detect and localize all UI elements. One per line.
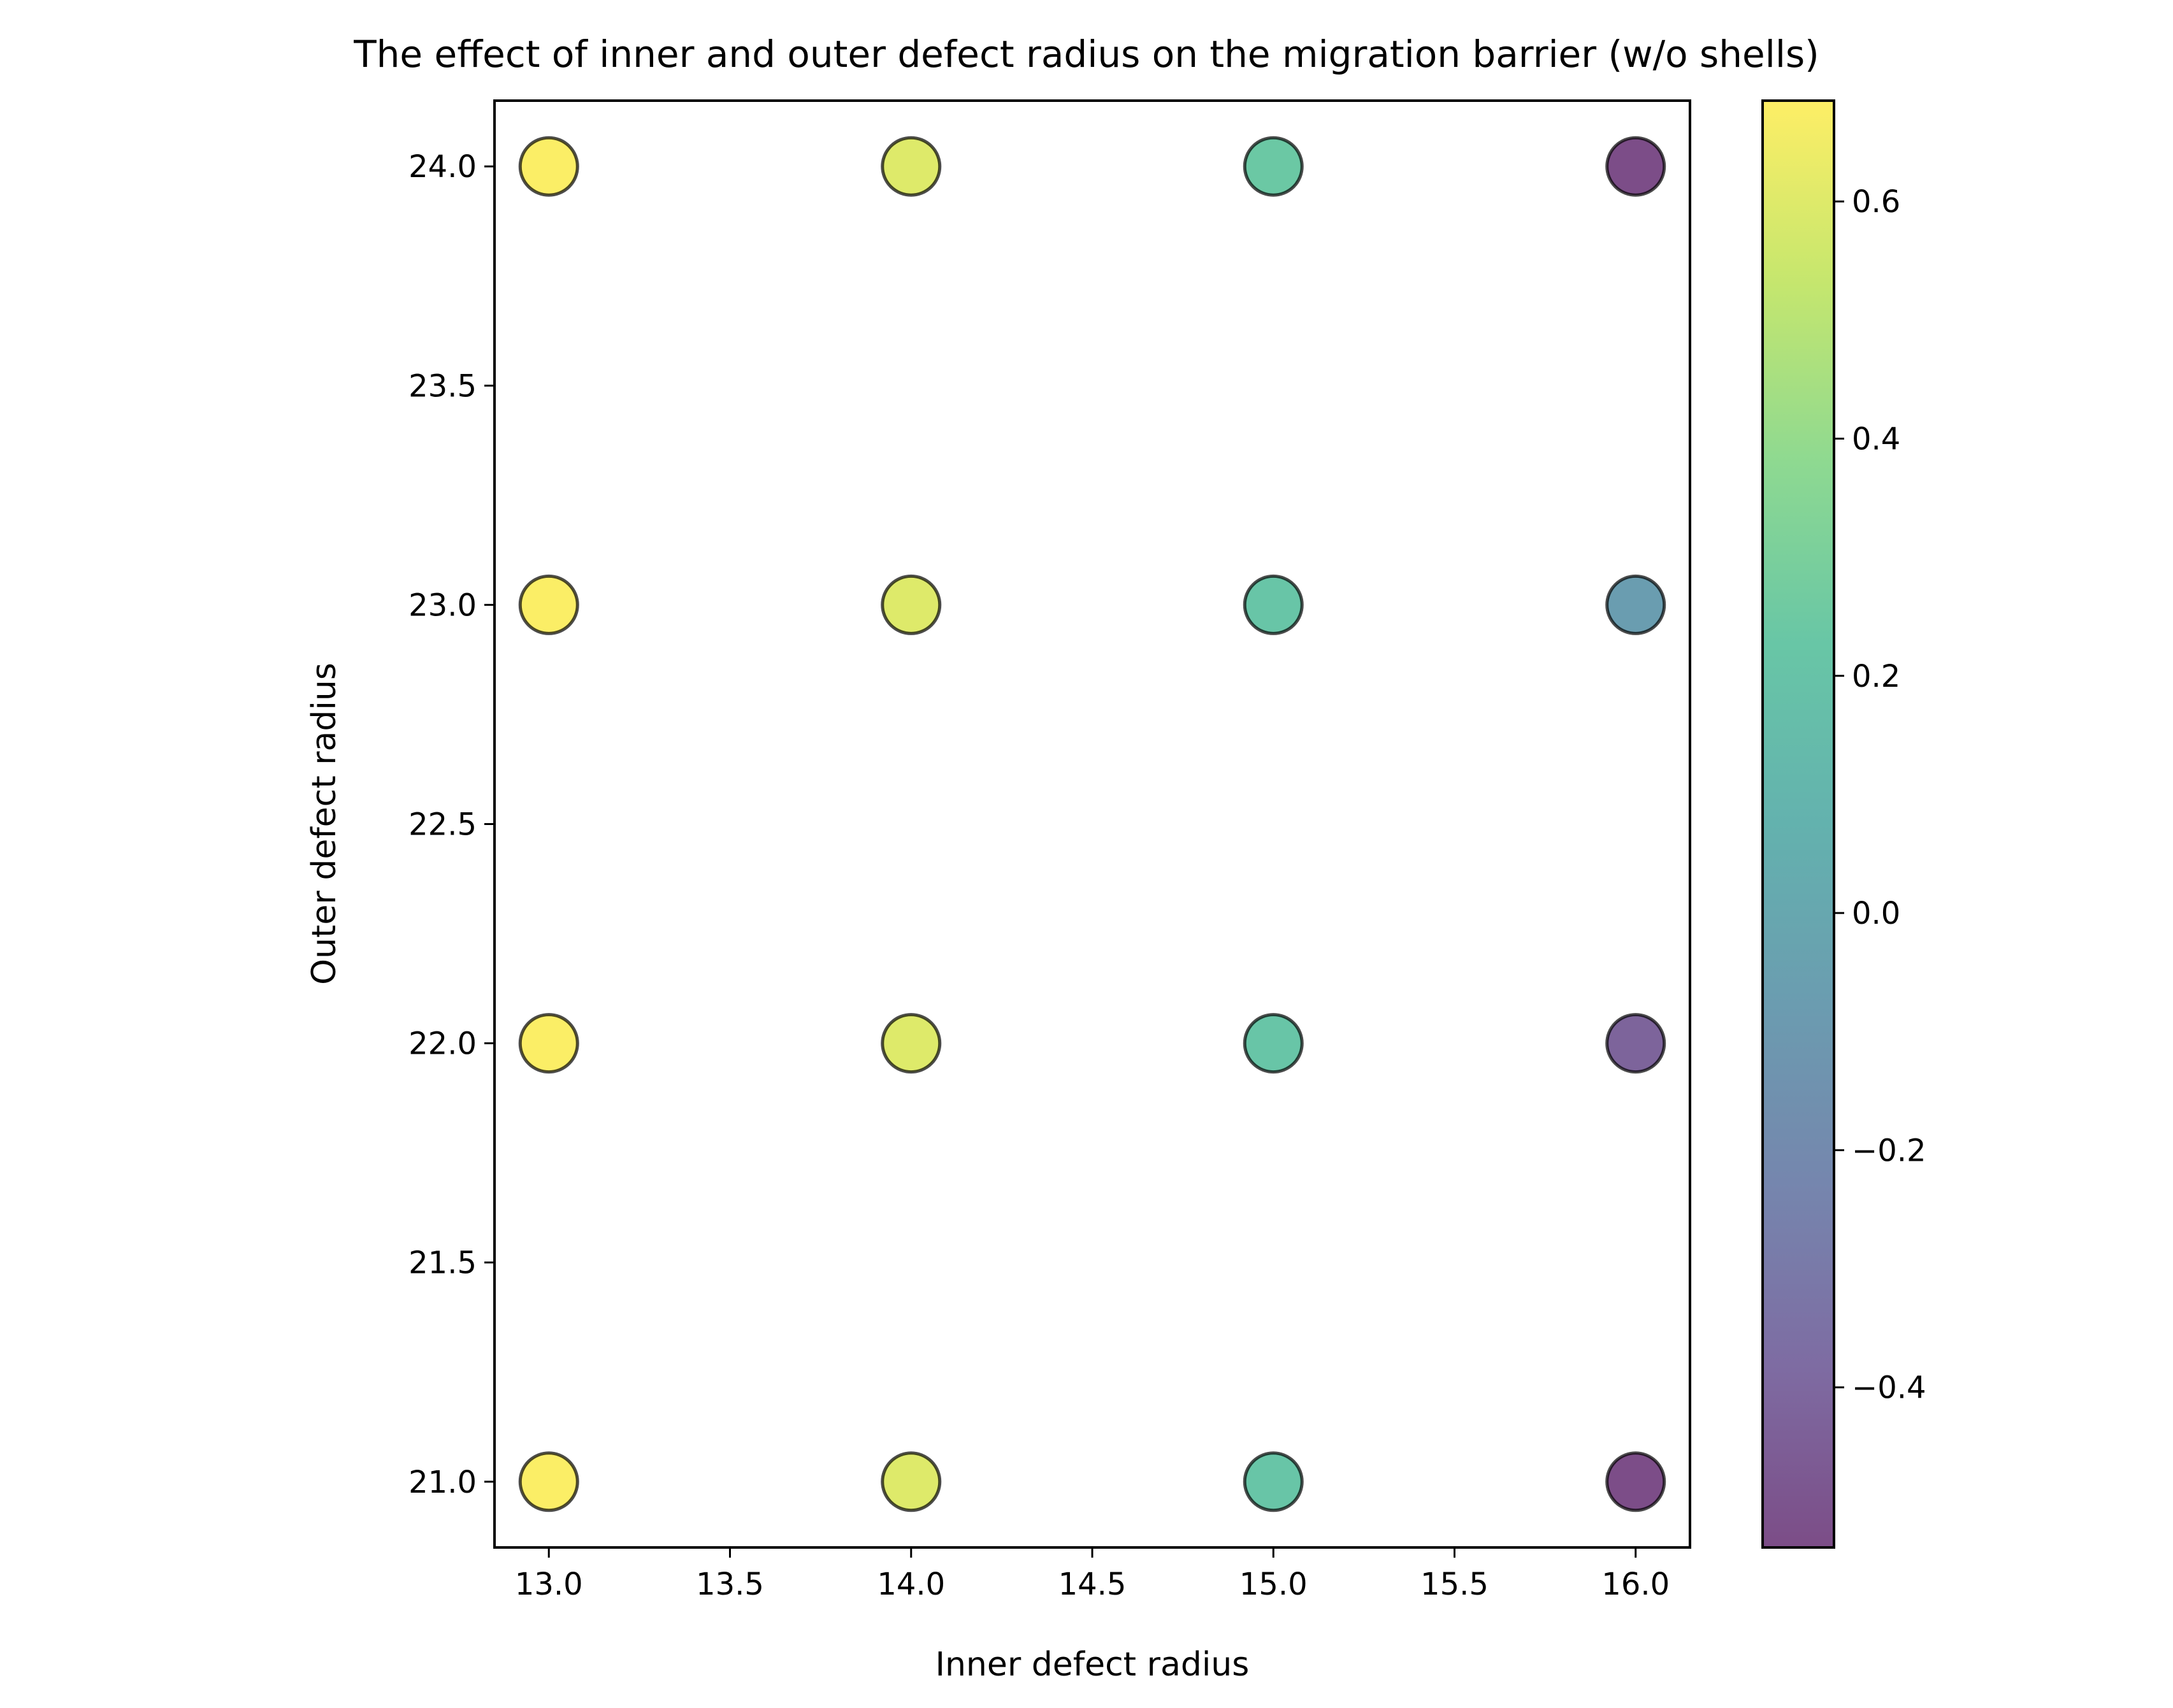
scatter-point: [881, 136, 942, 197]
x-tick-label: 15.5: [1420, 1567, 1489, 1602]
y-tick-label: 22.0: [408, 1026, 477, 1062]
colorbar-tick-label: 0.0: [1852, 896, 1900, 931]
scatter-point: [518, 574, 579, 635]
plot-frame: [493, 99, 1691, 1549]
y-tick-label: 23.5: [408, 368, 477, 404]
y-tick-label: 21.0: [408, 1465, 477, 1500]
x-tick-label: 14.0: [877, 1567, 945, 1602]
y-tick-label: 24.0: [408, 149, 477, 185]
x-tick-label: 16.0: [1601, 1567, 1670, 1602]
scatter-point: [881, 1013, 942, 1074]
scatter-point: [518, 1451, 579, 1512]
y-tick-label: 22.5: [408, 807, 477, 843]
colorbar-tick-label: 0.2: [1852, 659, 1900, 694]
scatter-point: [1605, 1451, 1666, 1512]
scatter-point: [1243, 1013, 1304, 1074]
scatter-point: [1243, 574, 1304, 635]
y-tick-label: 23.0: [408, 587, 477, 623]
x-tick-label: 14.5: [1058, 1567, 1127, 1602]
x-axis: 13.0 13.5 14.0 14.5 15.0 15.5 16.0: [515, 1547, 1670, 1602]
y-tick-label: 21.5: [408, 1245, 477, 1281]
scatter-point: [1243, 136, 1304, 197]
scatter-point: [1243, 1451, 1304, 1512]
chart-title: The effect of inner and outer defect rad…: [353, 32, 1819, 76]
colorbar-ticks: 0.6 0.4 0.2 0.0 −0.2 −0.4: [1834, 184, 1926, 1406]
colorbar-frame: [1761, 99, 1835, 1549]
x-axis-label: Inner defect radius: [935, 1646, 1250, 1684]
colorbar-gradient: [1763, 101, 1834, 1547]
x-tick-label: 13.5: [696, 1567, 764, 1602]
scatter-point: [881, 574, 942, 635]
scatter-point: [881, 1451, 942, 1512]
scatter-point: [518, 136, 579, 197]
x-tick-label: 13.0: [515, 1567, 583, 1602]
colorbar-tick-label: 0.6: [1852, 184, 1900, 220]
y-axis: 21.0 21.5 22.0 22.5 23.0 23.5 24.0: [408, 149, 495, 1500]
colorbar-tick-label: −0.4: [1852, 1370, 1926, 1406]
scatter-point: [1605, 136, 1666, 197]
colorbar-tick-label: 0.4: [1852, 422, 1900, 457]
scatter-point: [1605, 1013, 1666, 1074]
x-tick-label: 15.0: [1239, 1567, 1308, 1602]
scatter-point: [518, 1013, 579, 1074]
y-axis-label: Outer defect radius: [305, 663, 343, 985]
colorbar: 0.6 0.4 0.2 0.0 −0.2 −0.4: [1761, 99, 1926, 1549]
colorbar-tick-label: −0.2: [1852, 1133, 1926, 1168]
scatter-points: [518, 136, 1666, 1512]
scatter-point: [1605, 574, 1666, 635]
